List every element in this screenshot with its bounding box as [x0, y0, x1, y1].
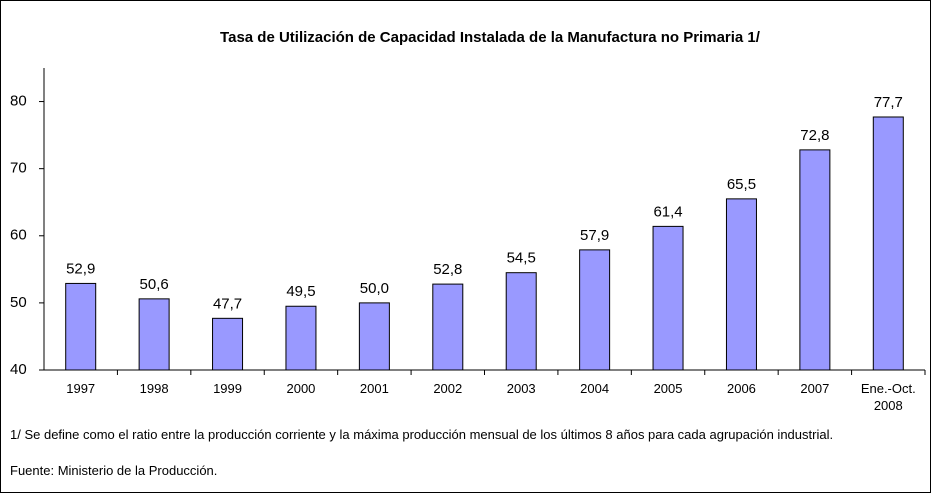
- y-tick-label: 80: [10, 93, 27, 110]
- y-tick-label: 40: [10, 361, 27, 378]
- x-tick-label: 2005: [653, 381, 683, 396]
- x-tick-label: 2004: [580, 381, 610, 396]
- value-label: 50,0: [360, 280, 389, 297]
- chart-title: Tasa de Utilización de Capacidad Instala…: [220, 29, 761, 46]
- bar: [358, 302, 390, 371]
- bar: [285, 305, 317, 371]
- bar: [579, 249, 611, 371]
- bar: [432, 283, 464, 371]
- source: Fuente: Ministerio de la Producción.: [10, 463, 218, 478]
- value-label: 47,7: [213, 295, 242, 312]
- value-label: 77,7: [874, 94, 903, 111]
- bar: [212, 317, 244, 371]
- footnote: 1/ Se define como el ratio entre la prod…: [10, 427, 834, 442]
- x-tick-label: 2003: [506, 381, 536, 396]
- bar: [872, 116, 904, 371]
- bar: [65, 282, 97, 371]
- x-tick-label: Ene.-Oct. 2008: [860, 381, 916, 413]
- bar: [652, 225, 684, 371]
- value-label: 57,9: [580, 227, 609, 244]
- value-label: 61,4: [653, 203, 682, 220]
- value-label: 50,6: [140, 276, 169, 293]
- bar: [725, 198, 757, 371]
- y-tick-label: 60: [10, 227, 27, 244]
- x-tick-label: 1998: [139, 381, 169, 396]
- x-tick-label: 2007: [800, 381, 830, 396]
- x-tick-label: 1999: [213, 381, 242, 396]
- y-tick-label: 50: [10, 294, 27, 311]
- x-tick-label: 1997: [66, 381, 96, 396]
- bar: [138, 298, 170, 371]
- value-label: 49,5: [286, 283, 315, 300]
- value-label: 54,5: [507, 250, 536, 267]
- value-label: 65,5: [727, 176, 756, 193]
- x-tick-label: 2006: [726, 381, 756, 396]
- value-label: 52,8: [433, 261, 462, 278]
- bar: [799, 149, 831, 371]
- x-tick-label: 2000: [286, 381, 316, 396]
- x-tick-label: 2002: [433, 381, 463, 396]
- value-label: 52,9: [66, 260, 95, 277]
- value-label: 72,8: [800, 127, 829, 144]
- y-tick-label: 70: [10, 160, 27, 177]
- bar: [505, 272, 537, 371]
- x-tick-label: 2001: [359, 381, 389, 396]
